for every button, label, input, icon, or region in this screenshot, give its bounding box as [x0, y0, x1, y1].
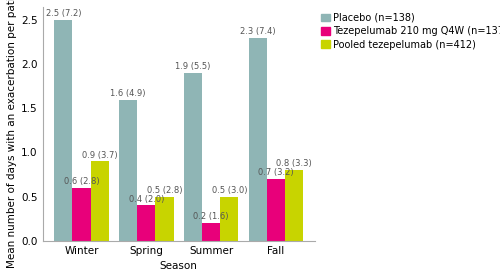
- X-axis label: Season: Season: [160, 261, 198, 271]
- Text: 0.2 (1.6): 0.2 (1.6): [194, 212, 229, 221]
- Text: 0.5 (3.0): 0.5 (3.0): [212, 186, 247, 195]
- Bar: [54, 20, 72, 241]
- Bar: [138, 205, 156, 241]
- Text: 0.7 (3.2): 0.7 (3.2): [258, 168, 294, 177]
- Text: 1.6 (4.9): 1.6 (4.9): [110, 89, 146, 98]
- Bar: [119, 100, 138, 241]
- Bar: [285, 170, 304, 241]
- Text: 0.9 (3.7): 0.9 (3.7): [82, 150, 118, 160]
- Bar: [220, 197, 238, 241]
- Bar: [249, 38, 267, 241]
- Text: 0.6 (2.8): 0.6 (2.8): [64, 177, 100, 186]
- Bar: [156, 197, 174, 241]
- Legend: Placebo (n=138), Tezepelumab 210 mg Q4W (n=137), Pooled tezepelumab (n=412): Placebo (n=138), Tezepelumab 210 mg Q4W …: [320, 12, 500, 51]
- Text: 2.5 (7.2): 2.5 (7.2): [46, 9, 81, 18]
- Bar: [267, 179, 285, 241]
- Text: 2.3 (7.4): 2.3 (7.4): [240, 27, 276, 36]
- Bar: [184, 73, 202, 241]
- Bar: [90, 161, 109, 241]
- Bar: [202, 223, 220, 241]
- Y-axis label: Mean number of days with an exacerbation per patient: Mean number of days with an exacerbation…: [7, 0, 17, 268]
- Text: 0.4 (2.0): 0.4 (2.0): [128, 195, 164, 203]
- Bar: [72, 188, 90, 241]
- Text: 0.8 (3.3): 0.8 (3.3): [276, 159, 312, 168]
- Text: 1.9 (5.5): 1.9 (5.5): [176, 62, 211, 71]
- Text: 0.5 (2.8): 0.5 (2.8): [147, 186, 182, 195]
